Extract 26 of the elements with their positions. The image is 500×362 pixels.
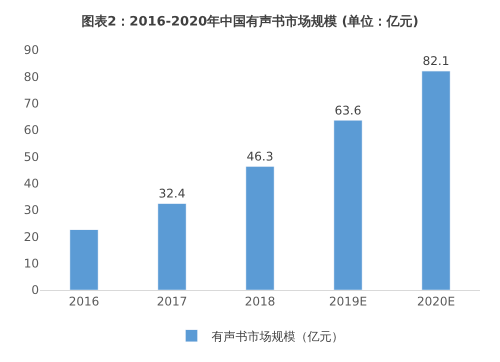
x-tick-label: 2016 <box>68 294 100 308</box>
data-label: 82.1 <box>422 54 450 68</box>
legend-label: 有声书市场规模（亿元） <box>212 329 344 344</box>
x-tick-label: 2020E <box>416 294 456 308</box>
data-label: 46.3 <box>246 150 274 164</box>
x-tick-label: 2019E <box>328 294 368 308</box>
y-tick-label: 70 <box>24 96 39 111</box>
bar <box>334 120 362 290</box>
y-tick-label: 30 <box>24 203 39 218</box>
x-tick-label: 2017 <box>156 294 188 308</box>
y-tick-label: 60 <box>24 123 39 138</box>
data-label: 32.4 <box>158 186 186 201</box>
bar <box>70 229 98 290</box>
y-tick-label: 20 <box>24 230 39 244</box>
y-tick-label: 50 <box>24 150 39 164</box>
y-tick-label: 0 <box>31 283 39 298</box>
bar <box>158 203 186 290</box>
x-tick-label: 2018 <box>244 294 276 308</box>
bar <box>422 70 450 290</box>
chart-title: 图表2：2016-2020年中国有声书市场规模 (单位：亿元) <box>81 13 419 30</box>
bar <box>246 166 274 290</box>
data-label: 63.6 <box>334 103 362 118</box>
y-tick-label: 90 <box>24 43 39 58</box>
y-tick-label: 10 <box>24 256 39 271</box>
y-tick-label: 80 <box>24 70 39 84</box>
y-tick-label: 40 <box>24 176 39 191</box>
